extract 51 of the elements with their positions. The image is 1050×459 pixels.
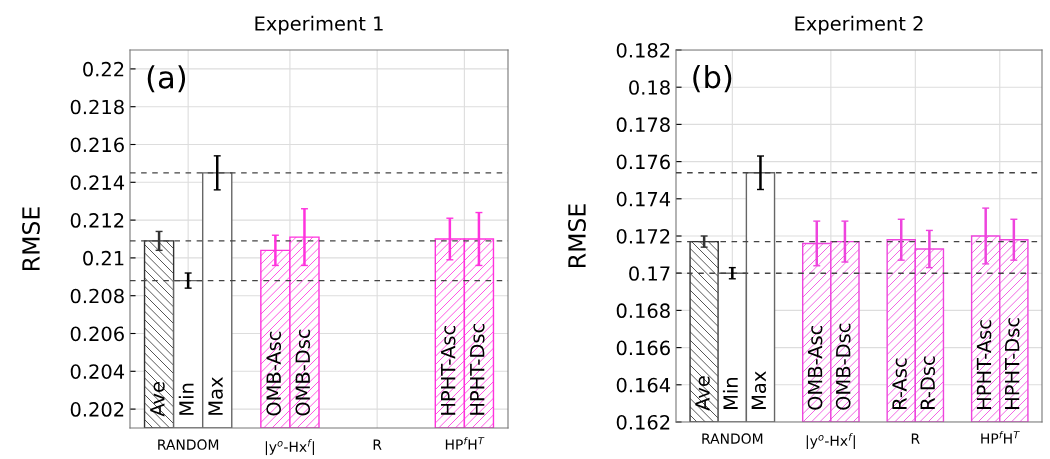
x-tick-label: RANDOM (158, 439, 219, 450)
y-tick-label: 0.178 (616, 117, 670, 133)
y-tick-label: 0.17 (629, 266, 670, 281)
chart-title: Experiment 2 (795, 15, 923, 35)
y-tick-label: 0.18 (629, 80, 670, 95)
series-label: Min (178, 383, 194, 415)
y-tick-label: 0.22 (83, 61, 124, 77)
y-tick-label: 0.212 (70, 213, 124, 228)
y-tick-label: 0.206 (70, 326, 124, 342)
x-tick-label: RANDOM (702, 433, 763, 444)
y-axis-title: RMSE (22, 207, 40, 271)
series-label: HPHT-Dsc (470, 323, 485, 415)
y-tick-label: 0.208 (70, 288, 124, 304)
series-label: Ave (695, 376, 710, 411)
x-tick-label: |y$^{o}$-Hx$^{f}$| (806, 433, 855, 450)
x-tick-label: R (911, 433, 920, 444)
series-label: Min (722, 377, 738, 409)
annotation: (a) (147, 65, 186, 93)
annotation: (b) (693, 64, 732, 93)
y-tick-label: 0.176 (616, 154, 670, 170)
y-tick-label: 0.204 (70, 364, 125, 379)
series-label: OMB-Asc (807, 325, 823, 410)
chart-title: Experiment 1 (255, 15, 383, 35)
y-tick-label: 0.202 (70, 402, 124, 417)
y-tick-label: 0.162 (616, 414, 670, 430)
x-tick-label: HP$^{f}$H$^{T}$ (445, 436, 485, 450)
y-tick-label: 0.164 (616, 377, 671, 393)
y-tick-label: 0.218 (70, 99, 124, 115)
x-tick-label: HP$^{f}$H$^{T}$ (981, 430, 1020, 444)
x-tick-label: |y$^{o}$-Hx$^{f}$| (265, 439, 314, 456)
series-label: OMB-Dsc (295, 329, 311, 416)
series-label: Max (208, 377, 223, 415)
series-label: HPHT-Asc (976, 320, 992, 409)
series-label: HPHT-Asc (441, 326, 456, 415)
y-tick-label: 0.216 (70, 137, 124, 153)
series-label: R-Asc (892, 358, 907, 409)
series-label: OMB-Asc (266, 331, 282, 416)
y-tick-label: 0.21 (83, 250, 124, 266)
y-tick-label: 0.168 (616, 303, 670, 319)
series-label: Max (751, 371, 767, 409)
y-tick-label: 0.214 (70, 175, 125, 190)
series-label: HPHT-Dsc (1005, 318, 1020, 409)
y-tick-label: 0.182 (616, 42, 670, 58)
series-label: Ave (150, 382, 165, 417)
y-axis-title: RMSE (568, 204, 586, 268)
series-label: R-Dsc (920, 356, 936, 409)
y-tick-label: 0.172 (616, 228, 670, 244)
y-tick-label: 0.174 (616, 191, 671, 207)
x-tick-label: R (373, 439, 382, 450)
series-label: OMB-Dsc (835, 323, 851, 410)
y-tick-label: 0.166 (616, 340, 670, 356)
